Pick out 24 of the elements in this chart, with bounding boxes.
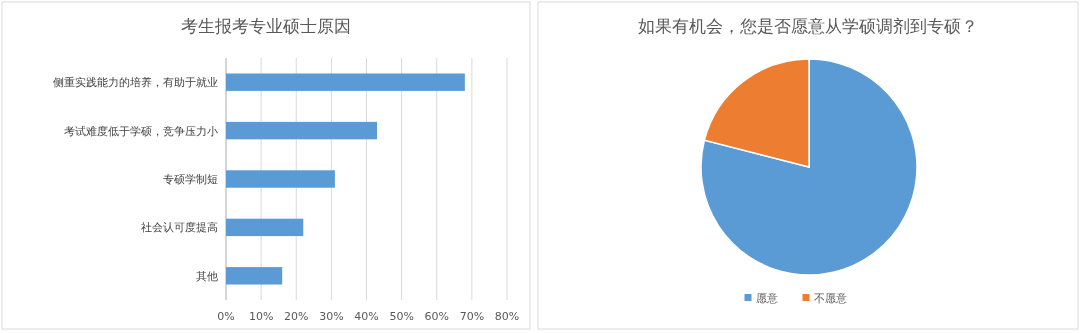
y-tick-label: 其他 — [196, 269, 218, 283]
chart-title: 考生报考专业硕士原因 — [181, 16, 351, 36]
x-tick-label: 60% — [424, 310, 449, 323]
bar — [226, 218, 304, 237]
y-tick-label: 专硕学制短 — [163, 173, 218, 186]
bar — [226, 170, 335, 188]
x-tick-label: 10% — [248, 310, 274, 323]
x-tick-label: 50% — [389, 310, 414, 323]
y-tick-label: 侧重实践能力的培养，有助于就业 — [53, 76, 218, 90]
legend-label: 愿意 — [755, 292, 778, 305]
x-tick-label: 80% — [494, 310, 520, 323]
x-tick-label: 0% — [217, 310, 235, 323]
x-tick-label: 20% — [284, 310, 309, 323]
x-tick-label: 70% — [459, 310, 485, 323]
bar — [226, 121, 378, 140]
y-tick-label: 考试难度低于学硕，竞争压力小 — [64, 124, 218, 138]
bar — [226, 73, 465, 91]
y-tick-label: 社会认可度提高 — [141, 221, 218, 235]
x-tick-label: 40% — [354, 310, 379, 323]
bar — [226, 267, 283, 285]
legend-label: 不愿意 — [813, 292, 847, 305]
chart-title: 如果有机会，您是否愿意从学硕调剂到专硕？ — [638, 16, 978, 36]
x-tick-label: 30% — [319, 310, 344, 323]
pie-slice — [700, 58, 918, 276]
